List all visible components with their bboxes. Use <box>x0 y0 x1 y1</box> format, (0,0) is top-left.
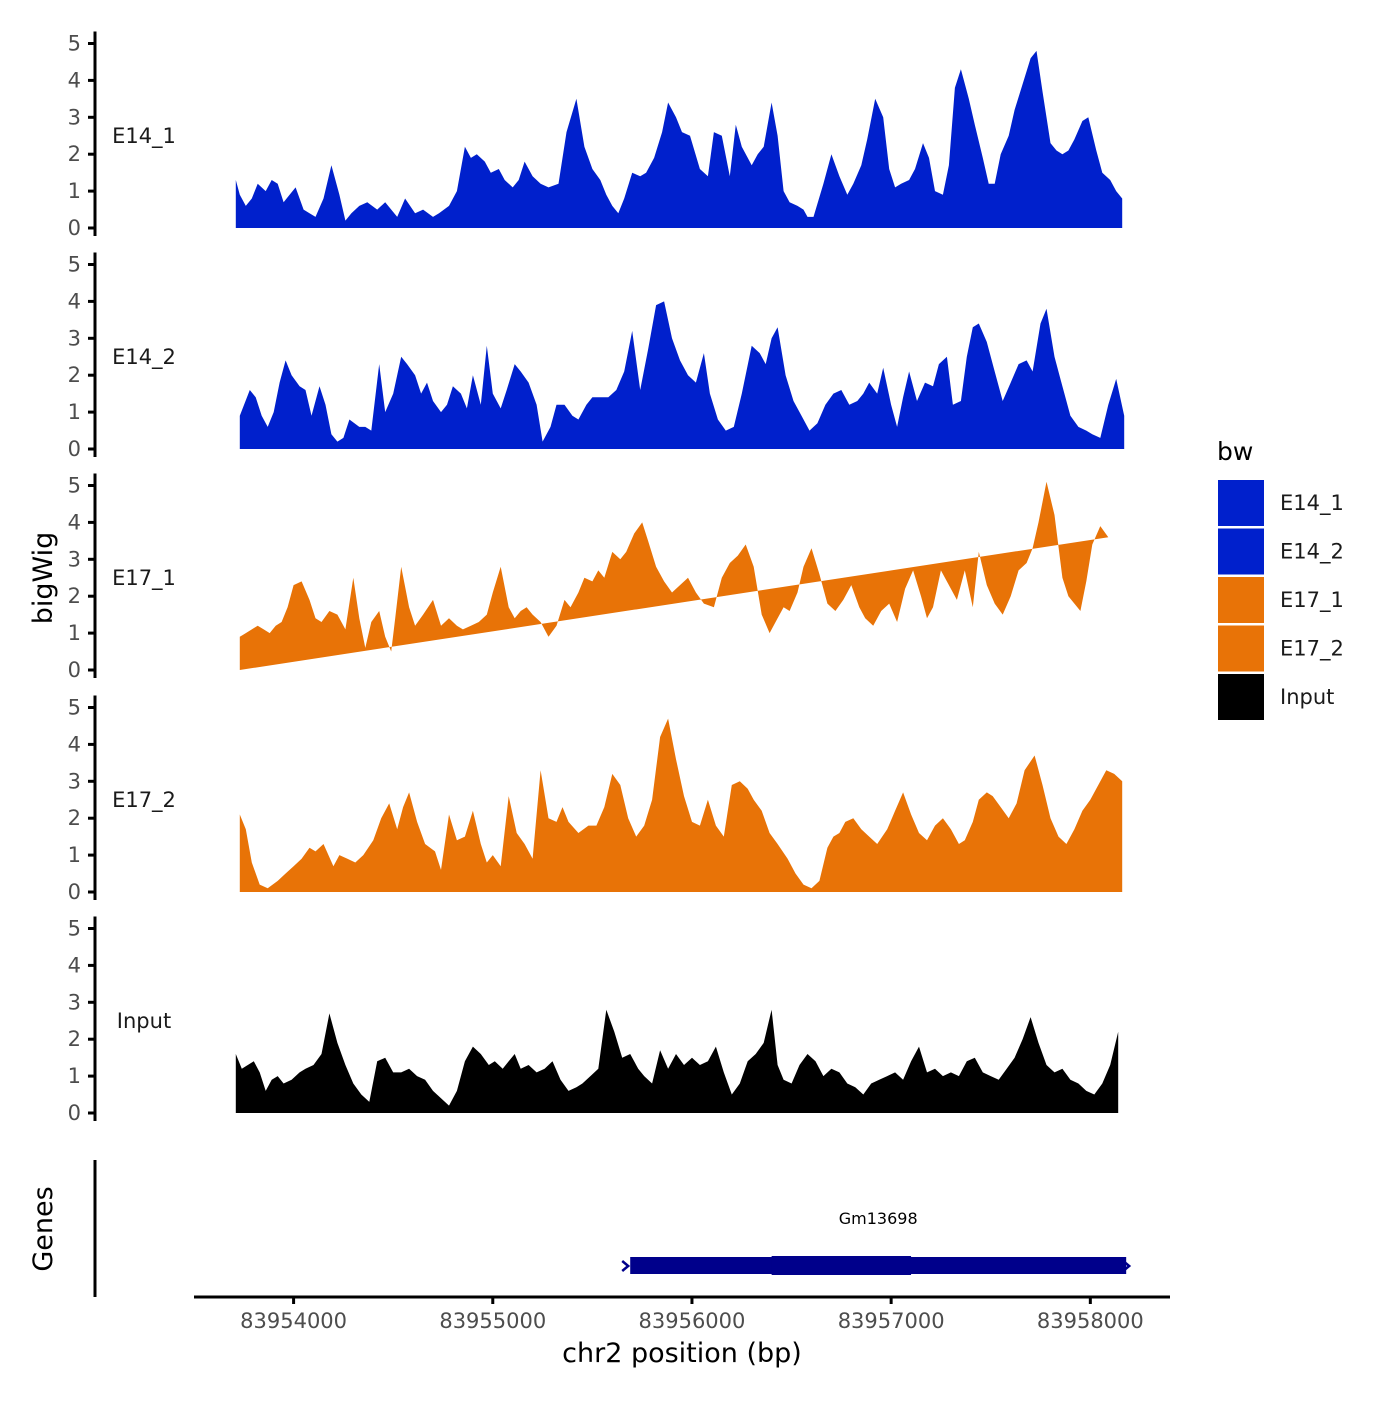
coverage-area-e14_1 <box>235 50 1123 229</box>
y-tick-label: 1 <box>68 179 81 203</box>
x-axis-title: chr2 position (bp) <box>562 1338 802 1369</box>
legend-label: E14_1 <box>1280 491 1344 516</box>
legend-item-e14_2: E14_2 <box>1218 528 1344 575</box>
legend-item-e17_2: E17_2 <box>1218 625 1344 672</box>
y-tick-label: 4 <box>68 953 81 977</box>
legend-label: E17_2 <box>1280 637 1344 662</box>
track-e17_1: 0 1 2 3 4 5 E17_1 <box>68 473 1109 682</box>
legend-item-e17_1: E17_1 <box>1218 577 1344 623</box>
y-axis-title: bigWig <box>28 532 59 625</box>
track-label: E17_2 <box>112 788 176 813</box>
legend-label: Input <box>1280 685 1334 709</box>
y-tick-label: 2 <box>68 1027 81 1051</box>
track-label: Input <box>117 1009 171 1033</box>
y-tick-label: 1 <box>68 1064 81 1088</box>
gene-exon <box>771 1256 912 1275</box>
y-tick-label: 1 <box>68 400 81 424</box>
legend: E14_1 E14_2 E17_1 E17_2 Input <box>1218 480 1344 720</box>
gene-label: Gm13698 <box>839 1209 918 1228</box>
strand-arrow-icon <box>1122 1260 1132 1272</box>
legend-swatch <box>1218 625 1264 672</box>
legend-item-e14_1: E14_1 <box>1218 480 1344 526</box>
legend-item-input: Input <box>1218 674 1334 720</box>
coverage-area-e17_2 <box>239 718 1123 892</box>
y-tick-label: 0 <box>68 216 81 240</box>
y-tick-label: 4 <box>68 510 81 534</box>
y-tick-label: 5 <box>68 474 81 498</box>
y-tick-label: 3 <box>68 326 81 350</box>
legend-label: E14_2 <box>1280 540 1344 565</box>
y-tick-label: 3 <box>68 547 81 571</box>
x-tick-label: 83957000 <box>838 1309 945 1333</box>
y-tick-label: 2 <box>68 584 81 608</box>
track-label: E14_1 <box>112 124 176 149</box>
track-label: E14_2 <box>112 345 176 370</box>
legend-label: E17_1 <box>1280 588 1344 613</box>
y-tick-label: 1 <box>68 843 81 867</box>
legend-swatch <box>1218 480 1264 526</box>
y-tick-label: 4 <box>68 732 81 756</box>
y-tick-label: 2 <box>68 806 81 830</box>
y-tick-label: 4 <box>68 68 81 92</box>
coverage-area-e14_2 <box>239 301 1125 449</box>
legend-title: bw <box>1217 437 1253 466</box>
track-e14_1: 0 1 2 3 4 5 E14_1 <box>68 31 1123 240</box>
x-tick-label: 83958000 <box>1037 1309 1144 1333</box>
legend-swatch <box>1218 674 1264 720</box>
coverage-area-e17_1 <box>239 481 1109 670</box>
gene-track: Gm13698 <box>93 1160 1132 1297</box>
x-tick-label: 83956000 <box>639 1309 746 1333</box>
y-tick-label: 5 <box>68 696 81 720</box>
track-label: E17_1 <box>112 566 176 591</box>
track-e14_2: 0 1 2 3 4 5 E14_2 <box>68 252 1125 461</box>
y-tick-label: 1 <box>68 621 81 645</box>
y-tick-label: 4 <box>68 289 81 313</box>
y-tick-label: 0 <box>68 437 81 461</box>
y-tick-label: 3 <box>68 105 81 129</box>
y-tick-label: 0 <box>68 658 81 682</box>
y-tick-label: 2 <box>68 363 81 387</box>
strand-arrow-icon <box>621 1260 631 1272</box>
y-tick-label: 0 <box>68 880 81 904</box>
y-tick-label: 0 <box>68 1101 81 1125</box>
x-tick-label: 83954000 <box>240 1309 347 1333</box>
x-tick-label: 83955000 <box>439 1309 546 1333</box>
coverage-area-input <box>235 1009 1119 1113</box>
y-tick-label: 5 <box>68 32 81 56</box>
y-tick-label: 5 <box>68 253 81 277</box>
track-input: 0 1 2 3 4 5 Input <box>68 916 1119 1125</box>
y-tick-label: 3 <box>68 769 81 793</box>
legend-swatch <box>1218 577 1264 623</box>
genes-track-title: Genes <box>28 1186 59 1271</box>
track-e17_2: 0 1 2 3 4 5 E17_2 <box>68 695 1123 904</box>
legend-swatch <box>1218 528 1264 575</box>
y-tick-label: 2 <box>68 142 81 166</box>
y-tick-label: 3 <box>68 990 81 1014</box>
coverage-tracks: 0 1 2 3 4 5 E14_1 0 1 2 3 4 5 E14_2 0 1 2 3 4 5 E17_1 0 1 2 3 4 5 E… <box>68 31 1125 1125</box>
x-axis: 83954000 83955000 83956000 83957000 83958000 <box>194 1295 1170 1333</box>
gene-gm13698: Gm13698 <box>621 1209 1132 1275</box>
y-tick-label: 5 <box>68 917 81 941</box>
